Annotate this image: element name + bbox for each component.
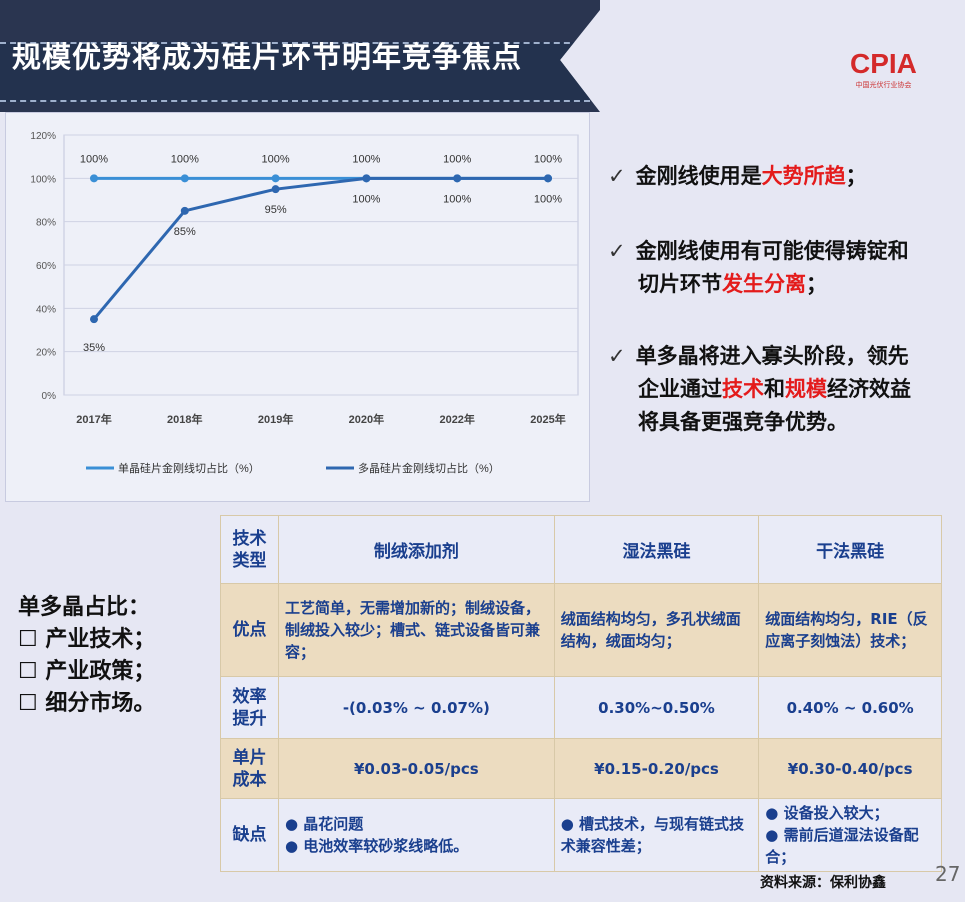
table-cell: ¥0.30-0.40/pcs [758,738,942,799]
bullet-point: ✓ 单多晶将进入寡头阶段，领先企业通过技术和规模经济效益将具备更强竞争优势。 [608,340,928,439]
y-tick-label: 60% [36,261,56,272]
table-cell: ● 槽式技术，与现有链式技术兼容性差； [553,798,760,872]
y-tick-label: 40% [36,304,56,315]
table-cell: 绒面结构均匀，多孔状绒面结构，绒面均匀； [553,583,760,677]
data-label: 100% [171,153,199,165]
tech-comparison-table: 技术类型 制绒添加剂 湿法黑硅 干法黑硅 优点 工艺简单，无需增加新的；制绒设备，制绒投… [220,515,942,872]
cpia-logo: CPIA 中国光伏行业协会 [850,48,917,89]
page-number: 27 [935,862,961,886]
left-notes: 单多晶占比： ☐ 产业技术； ☐ 产业政策； ☐ 细分市场。 [18,592,155,720]
left-item: ☐ 产业技术； [18,627,156,652]
line-chart: 0% 20% 40% 60% 80% 100% 120% 2017年 2018年 2019年 202… [5,112,590,502]
data-label: 100% [352,193,380,205]
bullet-text: 金刚线使用有可能使得铸锭和切片环节 [635,239,909,296]
bullet-text: ； [845,164,867,188]
data-point [362,174,371,183]
check-icon: ✓ [608,344,626,368]
legend-label: 单晶硅片金刚线切占比（%） [118,461,260,475]
table-cell: ¥0.15-0.20/pcs [553,738,760,799]
x-tick-label: 2025年 [530,412,565,426]
data-label: 100% [443,153,471,165]
table-cell: 0.40% ~ 0.60% [758,676,942,739]
data-point [90,174,98,183]
highlight-text: 技术 [722,377,764,401]
table-cell: -(0.03% ~ 0.07%) [278,676,555,739]
header-cell: 湿法黑硅 [553,515,760,584]
bullet-text: 经济效益将具备更强竞争优势。 [638,377,911,434]
header-cell: 制绒添加剂 [278,515,555,584]
table-cell: ¥0.03-0.05/pcs [278,738,555,799]
data-label: 95% [265,204,287,216]
bullet-point: ✓ 金刚线使用有可能使得铸锭和切片环节发生分离； [608,235,928,301]
left-item: ☐ 产业政策； [18,659,156,684]
left-item: ☐ 细分市场。 [18,691,156,716]
bullet-text: 金刚线使用是 [635,164,762,188]
header-cell: 干法黑硅 [758,515,942,584]
highlight-text: 发生分离 [722,272,806,296]
data-point [180,206,189,215]
data-label: 100% [352,153,380,165]
bullet-point: ✓ 金刚线使用是大势所趋； [608,160,938,193]
bullet-text: ； [806,272,827,296]
x-tick-label: 2017年 [76,412,111,426]
table-cell: 工艺简单，无需增加新的；制绒设备，制绒投入较少；槽式、链式设备皆可兼容； [278,583,555,677]
data-label: 100% [80,153,108,165]
highlight-text: 大势所趋 [761,164,846,188]
data-point [180,174,189,183]
data-label: 100% [443,193,471,205]
data-point [453,174,462,183]
data-point [271,185,280,194]
header-cell: 技术类型 [220,515,279,584]
source-note: 资料来源：保利协鑫 [760,875,886,891]
row-label: 单片成本 [220,738,279,799]
x-tick-label: 2022年 [439,412,474,426]
y-tick-label: 120% [30,131,56,142]
legend-label: 多晶硅片金刚线切占比（%） [358,461,500,475]
table-cell: ● 设备投入较大； ● 需前后道湿法设备配合； [758,798,942,872]
row-label: 缺点 [220,798,279,872]
data-label: 35% [83,342,105,354]
table-cell: ● 晶花问题 ● 电池效率较砂浆线略低。 [278,798,555,872]
title-banner [0,0,600,112]
check-icon: ✓ [608,239,626,263]
x-tick-label: 2018年 [167,412,202,426]
highlight-text: 规模 [785,377,827,401]
table-cell: 绒面结构均匀，RIE（反应离子刻蚀法）技术； [758,583,942,677]
data-point [90,315,98,324]
left-heading: 单多晶占比： [18,595,151,620]
data-label: 100% [262,153,290,165]
check-icon: ✓ [608,164,626,188]
y-tick-label: 100% [30,174,56,185]
y-tick-label: 0% [42,391,57,402]
data-label: 100% [534,153,562,165]
slide-title: 规模优势将成为硅片环节明年竞争焦点 [12,40,523,74]
y-tick-label: 20% [36,348,56,359]
bullet-text: 和 [764,377,785,401]
row-label: 效率提升 [220,676,279,739]
data-label: 100% [534,193,562,205]
bullet-text: 单多晶将进入寡头阶段，领先企业通过 [635,344,909,401]
data-point [271,174,280,183]
table-cell: 0.30%~0.50% [553,676,760,739]
y-tick-label: 80% [36,218,56,229]
x-tick-label: 2019年 [258,412,293,426]
data-label: 85% [174,226,196,238]
x-tick-label: 2020年 [349,412,384,426]
row-label: 优点 [220,583,279,677]
series-line [92,176,548,321]
data-point [544,174,552,183]
